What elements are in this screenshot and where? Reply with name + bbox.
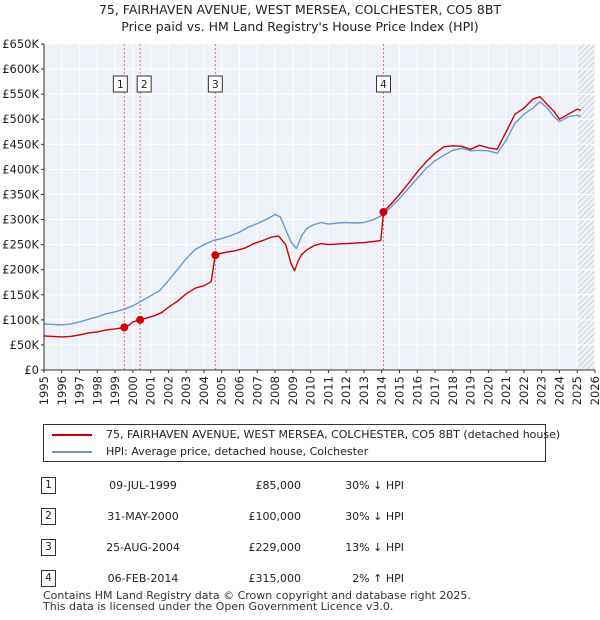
legend-label-property: 75, FAIRHAVEN AVENUE, WEST MERSEA, COLCH… [106,428,561,441]
x-tick-label: 2014 [375,376,389,405]
x-tick-label: 2021 [499,376,513,405]
y-tick-label: £600K [2,62,39,76]
sale-date: 31-MAY-2000 [107,510,179,523]
y-tick-label: £150K [2,288,39,302]
plot-area [44,44,595,370]
legend: 75, FAIRHAVEN AVENUE, WEST MERSEA, COLCH… [43,424,560,462]
sales-table: 1 09-JUL-1999 £85,000 30% ↓ HPI 2 31-MAY… [41,470,404,594]
sale-label-box [112,75,128,93]
sale-label-box [136,75,152,93]
y-tick-label: £250K [2,238,39,252]
y-tick-label: £200K [2,263,39,277]
x-tick-label: 1996 [55,376,69,405]
y-tick-label: £550K [2,87,39,101]
chart-subtitle: Price paid vs. HM Land Registry's House … [121,19,479,34]
sale-price: £100,000 [248,510,302,523]
forecast-hatch [577,44,595,370]
sale-number-badge: 3 [41,539,56,556]
sale-price: £315,000 [248,572,302,585]
y-tick-label: £450K [2,137,39,151]
sale-date: 25-AUG-2004 [106,541,180,554]
legend-item-property: 75, FAIRHAVEN AVENUE, WEST MERSEA, COLCH… [52,428,560,444]
table-row: 2 31-MAY-2000 £100,000 30% ↓ HPI [41,501,404,532]
x-tick-label: 1998 [90,376,104,405]
x-tick-label: 2015 [392,376,406,405]
sale-number-badge: 1 [41,477,56,494]
y-tick-label: £300K [2,213,39,227]
sale-number-badge: 2 [41,508,56,525]
x-tick-label: 2002 [161,376,175,405]
x-tick-label: 1999 [108,376,122,405]
sale-label: 2 [141,79,148,91]
x-tick-label: 2010 [304,376,318,405]
legend-swatch-property [52,434,92,436]
table-row: 1 09-JUL-1999 £85,000 30% ↓ HPI [41,470,404,501]
x-tick-label: 2022 [517,376,531,405]
sale-price: £85,000 [255,479,302,492]
x-tick-label: 2016 [410,376,424,405]
x-tick-label: 2020 [481,376,495,405]
x-tick-label: 2011 [321,376,335,405]
sale-number-badge: 4 [41,570,56,587]
sale-point [211,251,220,260]
footer-copyright: Contains HM Land Registry data © Crown c… [43,589,471,602]
x-tick-label: 2017 [428,376,442,405]
x-tick-label: 2001 [144,376,158,405]
y-tick-label: £100K [2,313,39,327]
x-tick-label: 2012 [339,376,353,405]
legend-swatch-hpi [52,451,92,453]
footer: Contains HM Land Registry data © Crown c… [43,590,471,612]
y-tick-label: £350K [2,187,39,201]
y-tick-label: £400K [2,162,39,176]
sale-hpi-diff: 30% ↓ HPI [345,510,404,523]
x-tick-label: 2005 [215,376,229,405]
legend-label-hpi: HPI: Average price, detached house, Colc… [106,445,369,458]
sale-hpi-diff: 2% ↑ HPI [352,572,404,585]
x-tick-label: 2019 [464,376,478,405]
table-row: 3 25-AUG-2004 £229,000 13% ↓ HPI [41,532,404,563]
x-tick-label: 2026 [588,376,600,405]
sale-label: 1 [117,79,124,91]
x-tick-label: 2000 [126,376,140,405]
x-tick-label: 2023 [535,376,549,405]
x-tick-label: 2013 [357,376,371,405]
sale-date: 06-FEB-2014 [107,572,179,585]
x-tick-label: 1997 [73,376,87,405]
x-tick-label: 2008 [268,376,282,405]
x-tick-label: 2025 [570,376,584,405]
sale-point [120,323,129,332]
x-tick-label: 2003 [179,376,193,405]
footer-licence: This data is licensed under the Open Gov… [43,600,394,613]
sale-point [136,315,145,324]
sale-price: £229,000 [248,541,302,554]
y-tick-label: £50K [10,338,40,352]
sale-hpi-diff: 13% ↓ HPI [345,541,404,554]
table-row: 4 06-FEB-2014 £315,000 2% ↑ HPI [41,563,404,594]
y-tick-label: £650K [2,37,39,51]
legend-item-hpi: HPI: Average price, detached house, Colc… [52,445,368,461]
x-tick-label: 2004 [197,376,211,405]
x-tick-label: 2006 [233,376,247,405]
sale-label: 4 [380,79,387,91]
hpi-line [44,100,582,326]
sale-label-box [375,75,391,93]
x-tick-label: 2009 [286,376,300,405]
x-tick-label: 2018 [446,376,460,405]
chart-title: 75, FAIRHAVEN AVENUE, WEST MERSEA, COLCH… [98,2,502,17]
sale-hpi-diff: 30% ↓ HPI [345,479,404,492]
y-tick-label: £500K [2,112,39,126]
x-tick-label: 1995 [37,376,51,405]
sale-date: 09-JUL-1999 [109,479,177,492]
sale-point [379,208,388,217]
x-tick-label: 2007 [250,376,264,405]
sale-label: 3 [212,79,219,91]
y-tick-label: £0 [24,363,39,377]
x-tick-label: 2024 [552,376,566,405]
sale-label-box [207,75,223,93]
price-chart: 1 2 3 4 £0 £50K £100K £150K £200K £250K £300K £350… [2,37,600,405]
